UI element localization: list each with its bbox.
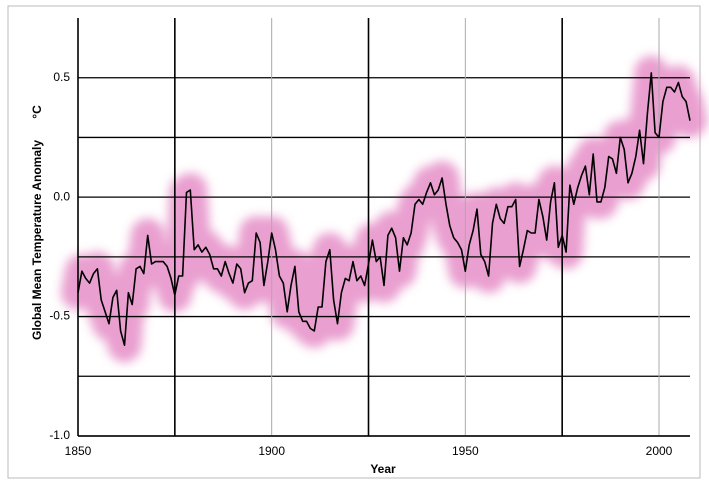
frame bbox=[7, 5, 701, 479]
y-axis-label: Global Mean Temperature Anomaly bbox=[30, 140, 44, 340]
x-tick-label: 1850 bbox=[65, 444, 92, 458]
series-line bbox=[77, 72, 691, 346]
y-axis-unit: °C bbox=[30, 105, 44, 119]
y-tick-label: 0.5 bbox=[53, 70, 70, 84]
x-tick-label: 1900 bbox=[258, 444, 285, 458]
y-tick-label: 0.0 bbox=[53, 189, 70, 203]
x-tick-label: 2000 bbox=[646, 444, 673, 458]
uncertainty-band bbox=[61, 55, 707, 363]
y-tick-label: -0.5 bbox=[49, 309, 70, 323]
y-tick-label: -1.0 bbox=[49, 428, 70, 442]
x-tick-label: 1950 bbox=[452, 444, 479, 458]
x-axis-label: Year bbox=[370, 462, 396, 476]
